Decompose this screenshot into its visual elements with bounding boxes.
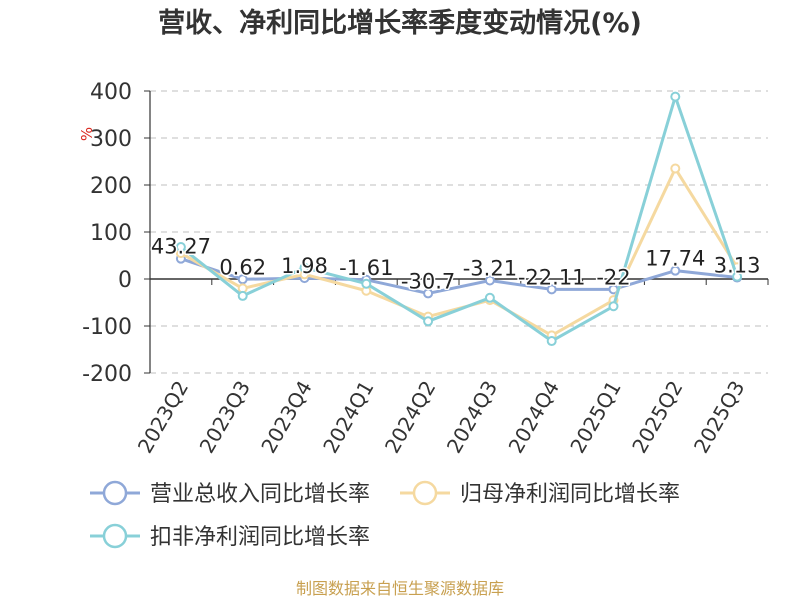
y-tick-label: 200	[90, 174, 132, 199]
x-tick-label: 2024Q3	[442, 377, 502, 458]
legend-label: 归母净利润同比增长率	[460, 482, 680, 507]
data-point[interactable]	[484, 275, 495, 286]
x-tick-label: 2025Q2	[627, 377, 687, 458]
data-point[interactable]	[546, 336, 557, 347]
legend-marker-icon	[412, 480, 438, 506]
data-label: 0.62	[219, 255, 266, 279]
data-label: -30.7	[401, 269, 455, 293]
legend-item-2[interactable]: 归母净利润同比增长率	[400, 480, 680, 507]
data-point[interactable]	[361, 278, 372, 289]
data-point[interactable]	[608, 301, 619, 312]
data-label: -1.61	[339, 256, 393, 280]
data-label: 17.74	[645, 247, 705, 271]
data-point[interactable]	[423, 316, 434, 327]
chart-title: 营收、净利同比增长率季度变动情况(%)	[158, 7, 642, 39]
x-tick-label: 2023Q4	[256, 377, 316, 458]
data-point[interactable]	[237, 274, 248, 285]
x-tick-label: 2024Q4	[504, 377, 564, 458]
source-note: 制图数据来自恒生聚源数据库	[296, 579, 504, 598]
legend-marker-icon	[102, 480, 128, 506]
series-3	[175, 91, 743, 347]
x-tick-label: 2025Q3	[689, 377, 749, 458]
data-point[interactable]	[670, 91, 681, 102]
data-label: 3.13	[714, 254, 761, 278]
data-point[interactable]	[546, 284, 557, 295]
y-tick-label: -200	[82, 362, 132, 387]
legend-label: 营业总收入同比增长率	[150, 482, 370, 507]
y-tick-label: -100	[82, 315, 132, 340]
y-tick-label: 300	[90, 127, 132, 152]
series-line	[180, 257, 738, 295]
data-label: -22	[596, 265, 630, 289]
data-point[interactable]	[670, 163, 681, 174]
y-axis-label: %	[78, 127, 96, 141]
data-point[interactable]	[423, 288, 434, 299]
data-labels: 43.27 0.62 1.98 -1.61 -30.7 -3.21 -22.11 -22 17.…	[149, 233, 762, 295]
data-label: -22.11	[518, 265, 586, 289]
legend-item-1[interactable]: 营业总收入同比增长率	[90, 480, 370, 507]
legend-item-3[interactable]: 扣非净利润同比增长率	[90, 523, 370, 550]
x-tick-label: 2025Q1	[565, 377, 625, 458]
data-point[interactable]	[732, 271, 743, 282]
data-point[interactable]	[237, 290, 248, 301]
y-tick-label: 100	[90, 221, 132, 246]
grid	[150, 90, 768, 374]
x-tick-label: 2024Q2	[380, 376, 440, 457]
y-tick-label: 400	[90, 80, 132, 105]
x-tick-label: 2024Q1	[318, 377, 378, 458]
series-lines	[175, 91, 743, 347]
series-line	[179, 95, 739, 343]
x-tick-label: 2023Q2	[133, 377, 193, 458]
data-point[interactable]	[299, 262, 310, 273]
data-point[interactable]	[175, 242, 186, 253]
legend-marker-icon	[102, 523, 128, 549]
data-label: 1.98	[281, 254, 328, 278]
data-point[interactable]	[670, 265, 681, 276]
y-tick-label: 0	[118, 268, 132, 293]
legend-label: 扣非净利润同比增长率	[150, 525, 370, 550]
data-label: -3.21	[463, 257, 517, 281]
x-tick-label: 2023Q3	[195, 377, 255, 458]
data-point[interactable]	[484, 292, 495, 303]
data-label: 43.27	[151, 235, 211, 259]
